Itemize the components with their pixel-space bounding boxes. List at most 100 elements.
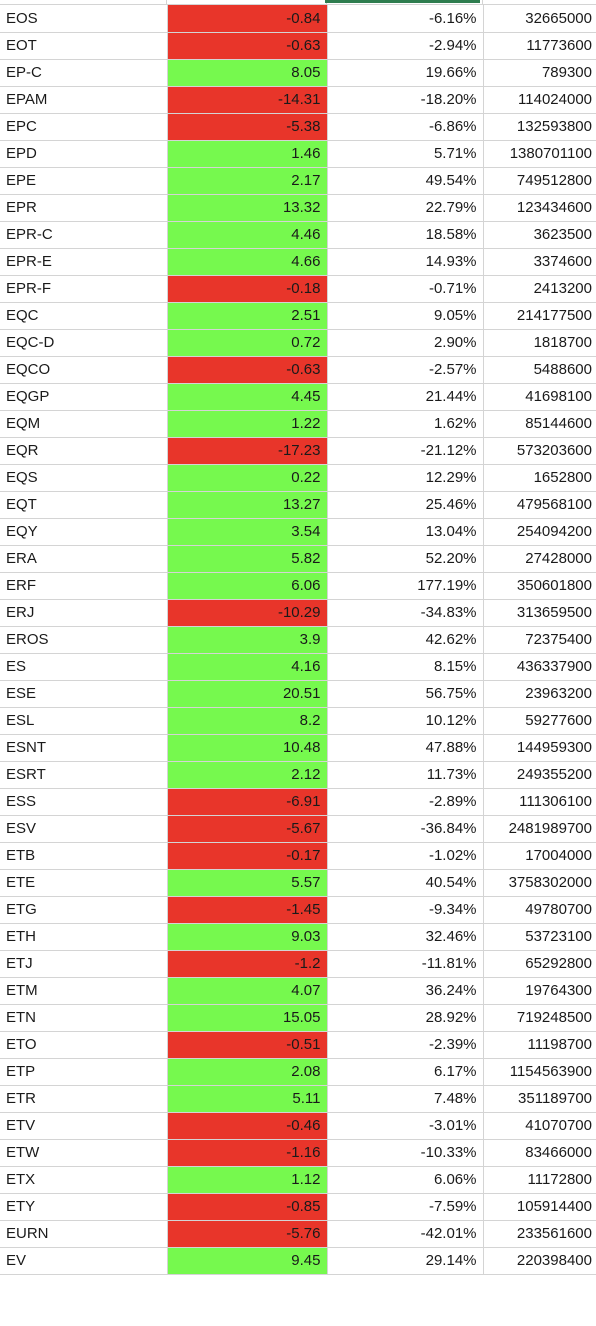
volume-cell[interactable]: 59277600 [483, 707, 596, 735]
ticker-cell[interactable]: EPR [0, 194, 168, 222]
ticker-cell[interactable]: ETG [0, 896, 168, 924]
ticker-cell[interactable]: ERA [0, 545, 168, 573]
change-cell[interactable]: 9.45 [167, 1247, 328, 1275]
volume-cell[interactable]: 72375400 [483, 626, 596, 654]
percent-change-cell[interactable]: -2.94% [327, 32, 484, 60]
percent-change-cell[interactable]: -21.12% [327, 437, 484, 465]
volume-cell[interactable]: 249355200 [483, 761, 596, 789]
change-cell[interactable]: 5.82 [167, 545, 328, 573]
change-cell[interactable]: 15.05 [167, 1004, 328, 1032]
volume-cell[interactable]: 114024000 [483, 86, 596, 114]
percent-change-cell[interactable]: -11.81% [327, 950, 484, 978]
change-cell[interactable]: 2.08 [167, 1058, 328, 1086]
ticker-cell[interactable]: EROS [0, 626, 168, 654]
change-cell[interactable]: 2.51 [167, 302, 328, 330]
ticker-cell[interactable]: EQCO [0, 356, 168, 384]
percent-change-cell[interactable]: 2.90% [327, 329, 484, 357]
change-cell[interactable]: -14.31 [167, 86, 328, 114]
volume-cell[interactable]: 1380701100 [483, 140, 596, 168]
ticker-cell[interactable]: ETM [0, 977, 168, 1005]
percent-change-cell[interactable]: 6.06% [327, 1166, 484, 1194]
percent-change-cell[interactable]: -6.16% [327, 5, 484, 33]
percent-change-cell[interactable]: 6.17% [327, 1058, 484, 1086]
percent-change-cell[interactable]: -0.71% [327, 275, 484, 303]
ticker-cell[interactable]: EQGP [0, 383, 168, 411]
percent-change-cell[interactable]: -3.01% [327, 1112, 484, 1140]
ticker-cell[interactable]: ESNT [0, 734, 168, 762]
ticker-cell[interactable]: ETW [0, 1139, 168, 1167]
change-cell[interactable]: -5.76 [167, 1220, 328, 1248]
percent-change-cell[interactable]: -7.59% [327, 1193, 484, 1221]
volume-cell[interactable]: 3374600 [483, 248, 596, 276]
volume-cell[interactable]: 214177500 [483, 302, 596, 330]
volume-cell[interactable]: 32665000 [483, 5, 596, 33]
change-cell[interactable]: 1.12 [167, 1166, 328, 1194]
ticker-cell[interactable]: EPR-F [0, 275, 168, 303]
change-cell[interactable]: 3.9 [167, 626, 328, 654]
volume-cell[interactable]: 85144600 [483, 410, 596, 438]
volume-cell[interactable]: 749512800 [483, 167, 596, 195]
ticker-cell[interactable]: EP-C [0, 59, 168, 87]
change-cell[interactable]: -0.85 [167, 1193, 328, 1221]
change-cell[interactable]: -5.67 [167, 815, 328, 843]
percent-change-cell[interactable]: -6.86% [327, 113, 484, 141]
ticker-cell[interactable]: ESL [0, 707, 168, 735]
volume-cell[interactable]: 27428000 [483, 545, 596, 573]
volume-cell[interactable]: 53723100 [483, 923, 596, 951]
percent-change-cell[interactable]: 19.66% [327, 59, 484, 87]
ticker-cell[interactable]: ERJ [0, 599, 168, 627]
volume-cell[interactable]: 3758302000 [483, 869, 596, 897]
ticker-cell[interactable]: EQC-D [0, 329, 168, 357]
volume-cell[interactable]: 351189700 [483, 1085, 596, 1113]
change-cell[interactable]: 4.07 [167, 977, 328, 1005]
volume-cell[interactable]: 11773600 [483, 32, 596, 60]
volume-cell[interactable]: 123434600 [483, 194, 596, 222]
change-cell[interactable]: -0.18 [167, 275, 328, 303]
change-cell[interactable]: 4.45 [167, 383, 328, 411]
volume-cell[interactable]: 105914400 [483, 1193, 596, 1221]
change-cell[interactable]: 20.51 [167, 680, 328, 708]
ticker-cell[interactable]: ETH [0, 923, 168, 951]
volume-cell[interactable]: 2481989700 [483, 815, 596, 843]
change-cell[interactable]: 2.12 [167, 761, 328, 789]
percent-change-cell[interactable]: -1.02% [327, 842, 484, 870]
percent-change-cell[interactable]: 49.54% [327, 167, 484, 195]
percent-change-cell[interactable]: 36.24% [327, 977, 484, 1005]
change-cell[interactable]: -1.2 [167, 950, 328, 978]
volume-cell[interactable]: 17004000 [483, 842, 596, 870]
percent-change-cell[interactable]: 10.12% [327, 707, 484, 735]
ticker-cell[interactable]: EURN [0, 1220, 168, 1248]
volume-cell[interactable]: 479568100 [483, 491, 596, 519]
percent-change-cell[interactable]: -34.83% [327, 599, 484, 627]
ticker-cell[interactable]: ETJ [0, 950, 168, 978]
percent-change-cell[interactable]: 28.92% [327, 1004, 484, 1032]
volume-cell[interactable]: 1154563900 [483, 1058, 596, 1086]
volume-cell[interactable]: 220398400 [483, 1247, 596, 1275]
change-cell[interactable]: -0.46 [167, 1112, 328, 1140]
percent-change-cell[interactable]: -2.89% [327, 788, 484, 816]
ticker-cell[interactable]: EQY [0, 518, 168, 546]
volume-cell[interactable]: 5488600 [483, 356, 596, 384]
ticker-cell[interactable]: EQC [0, 302, 168, 330]
percent-change-cell[interactable]: -2.39% [327, 1031, 484, 1059]
volume-cell[interactable]: 11198700 [483, 1031, 596, 1059]
change-cell[interactable]: 13.27 [167, 491, 328, 519]
volume-cell[interactable]: 2413200 [483, 275, 596, 303]
percent-change-cell[interactable]: 56.75% [327, 680, 484, 708]
percent-change-cell[interactable]: 42.62% [327, 626, 484, 654]
ticker-cell[interactable]: EPR-C [0, 221, 168, 249]
change-cell[interactable]: 3.54 [167, 518, 328, 546]
percent-change-cell[interactable]: 11.73% [327, 761, 484, 789]
volume-cell[interactable]: 132593800 [483, 113, 596, 141]
volume-cell[interactable]: 49780700 [483, 896, 596, 924]
ticker-cell[interactable]: ETE [0, 869, 168, 897]
ticker-cell[interactable]: ETB [0, 842, 168, 870]
percent-change-cell[interactable]: -2.57% [327, 356, 484, 384]
percent-change-cell[interactable]: 29.14% [327, 1247, 484, 1275]
percent-change-cell[interactable]: -42.01% [327, 1220, 484, 1248]
change-cell[interactable]: 6.06 [167, 572, 328, 600]
ticker-cell[interactable]: ERF [0, 572, 168, 600]
volume-cell[interactable]: 65292800 [483, 950, 596, 978]
ticker-cell[interactable]: ETY [0, 1193, 168, 1221]
